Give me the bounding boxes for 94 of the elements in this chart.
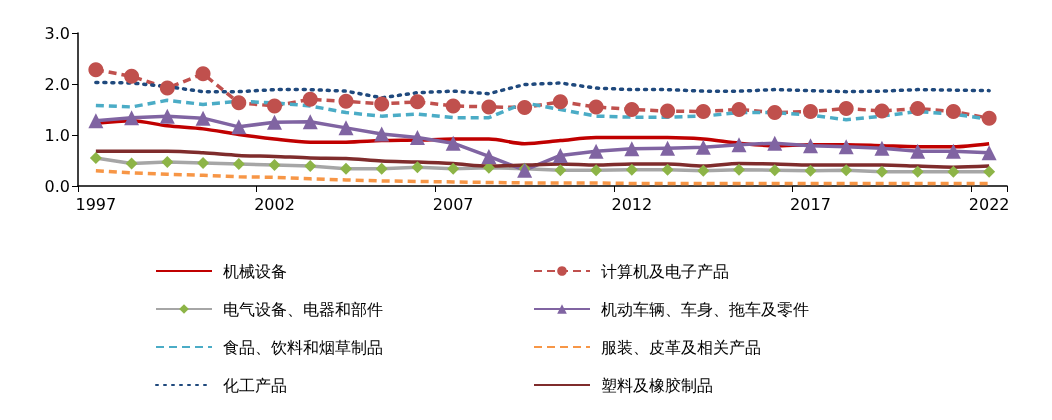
point: [88, 62, 104, 78]
y-tick-label: 0.0: [44, 176, 70, 196]
point: [911, 165, 924, 178]
point: [590, 164, 603, 177]
legend-label: 电气设备、电器和部件: [223, 299, 383, 319]
point: [302, 114, 318, 130]
y-tick-label: 3.0: [44, 23, 70, 43]
point: [195, 110, 211, 126]
point: [552, 94, 568, 110]
point: [661, 163, 674, 176]
x-tick-label: 2002: [254, 194, 295, 214]
point: [624, 141, 640, 157]
point: [268, 159, 281, 172]
x-tick-label: 2007: [432, 194, 474, 214]
point: [88, 113, 104, 129]
point: [338, 93, 354, 109]
point: [767, 105, 783, 121]
point: [660, 103, 676, 119]
point: [804, 164, 817, 177]
point: [304, 160, 317, 173]
point: [339, 162, 352, 175]
legend-label: 机动车辆、车身、拖车及零件: [601, 299, 809, 319]
point: [517, 99, 533, 115]
point: [697, 164, 710, 177]
point: [302, 91, 318, 107]
legend-label: 化工产品: [223, 375, 287, 395]
x-tick-label: 2022: [968, 194, 1010, 214]
point: [874, 103, 890, 119]
point: [910, 100, 926, 116]
point: [374, 126, 390, 142]
point: [983, 165, 996, 178]
point: [447, 162, 460, 175]
point: [231, 95, 247, 111]
point: [267, 98, 283, 114]
legend-label: 服装、皮革及相关产品: [601, 337, 761, 357]
point: [768, 164, 781, 177]
y-tick-label: 2.0: [44, 74, 70, 94]
point: [838, 100, 854, 116]
point: [159, 80, 175, 96]
point: [231, 119, 247, 135]
point: [802, 138, 818, 154]
point: [947, 165, 960, 178]
legend-label: 食品、饮料和烟草制品: [223, 337, 383, 357]
point: [803, 104, 818, 120]
point: [267, 114, 283, 130]
point: [445, 98, 461, 114]
point: [409, 130, 425, 146]
y-tick-label: 1.0: [44, 125, 70, 145]
point: [910, 143, 926, 159]
point: [125, 157, 138, 170]
point: [481, 148, 497, 164]
point: [731, 102, 747, 117]
point: [159, 108, 175, 124]
point: [554, 164, 567, 177]
point: [481, 99, 497, 115]
x-tick-label: 1997: [75, 194, 117, 214]
point: [875, 165, 888, 178]
point: [124, 110, 140, 126]
point: [445, 135, 461, 151]
point: [945, 143, 961, 159]
point: [409, 94, 425, 110]
point: [838, 139, 854, 155]
legend-label: 塑料及橡胶制品: [601, 375, 713, 395]
point: [197, 157, 210, 170]
point: [374, 96, 390, 112]
point: [625, 163, 638, 176]
point: [945, 104, 961, 120]
point: [552, 147, 568, 163]
x-tick-label: 2012: [611, 194, 653, 214]
point: [695, 139, 711, 155]
point: [232, 158, 245, 171]
point: [588, 143, 604, 159]
point: [89, 151, 102, 164]
point: [981, 145, 997, 161]
legend-label: 机械设备: [223, 261, 287, 281]
legend-label: 计算机及电子产品: [601, 261, 729, 281]
line-series: [94, 168, 991, 186]
point: [375, 162, 388, 175]
point: [588, 99, 604, 115]
point: [695, 104, 711, 120]
point: [767, 135, 783, 151]
x-tick-label: 2017: [790, 194, 831, 214]
point: [195, 66, 211, 82]
point: [161, 156, 174, 169]
point: [874, 140, 890, 156]
point: [840, 164, 853, 177]
point: [411, 161, 424, 174]
point: [338, 120, 354, 136]
point: [660, 140, 676, 156]
point: [731, 137, 747, 153]
point: [624, 102, 640, 117]
point: [981, 110, 997, 126]
point: [733, 163, 746, 176]
point: [124, 68, 140, 84]
